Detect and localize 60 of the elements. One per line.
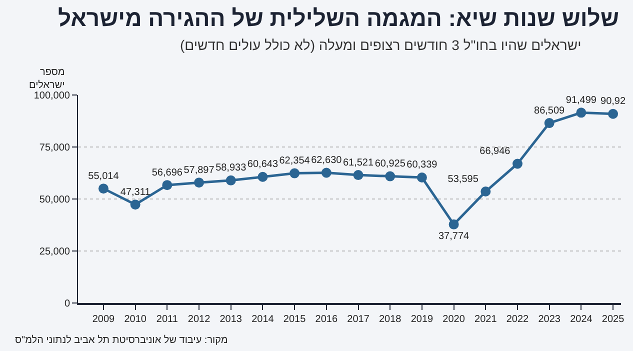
point [258,172,268,182]
x-tick-label: 2023 [538,314,561,325]
x-tick-label: 2010 [124,314,147,325]
text: 66,946 [480,146,510,157]
text: 60,925 [374,158,406,170]
x-tick-label: 2011 [156,314,178,325]
point [576,108,586,118]
chart-subtitle: ישראלים שהיו בחו"ל 3 חודשים רצופים ומעלה (לא כולל עולים חדשים) [180,37,582,53]
text: 37,774 [438,231,470,242]
x-tick-label: 2025 [602,314,625,325]
point [608,108,618,119]
point [290,168,300,178]
x-tick-label: 2009 [92,314,116,325]
x-tick-label: 2024 [570,314,593,325]
x-tick-label: 2017 [347,314,370,325]
x-tick-label: 2018 [378,314,402,325]
text: 57,897 [184,164,214,176]
x-tick-label: 2019 [410,314,434,325]
point [194,178,204,188]
text: 62,354 [279,156,310,167]
x-tick-label: 2012 [188,314,211,325]
text: 58,933 [216,162,246,174]
x-tick-label: 2016 [315,314,338,325]
text: 55,014 [88,170,119,182]
x-tick-label: 2022 [506,314,530,325]
text: 60,339 [406,160,438,171]
y-tick-label: 75,000 [39,142,70,154]
x-tick-label: 2020 [442,314,466,325]
text: 61,521 [342,157,374,168]
x-tick-label: 2015 [283,314,306,325]
point [98,184,108,194]
y-tick-label: 50,000 [39,194,70,206]
text: 90,92 [600,96,626,108]
point [130,200,140,210]
point [416,172,427,182]
y-tick-label: 25,000 [39,246,70,258]
point [544,118,554,128]
y-axis-title: מספר ישראלים [29,67,65,91]
x-tick-label: 2021 [474,314,498,325]
text: 60,643 [247,159,278,170]
point [385,171,396,182]
text: 86,509 [534,105,565,116]
point [448,219,459,230]
x-tick-label: 2013 [220,314,242,325]
text: 91,499 [566,94,596,106]
point [226,175,236,186]
chart-title: שלוש שנות שיא: המגמה השלילית של ההגירה מישראל [58,5,619,31]
text: 62,630 [311,154,342,166]
text: 47,311 [120,186,150,198]
text: 53,595 [448,174,478,185]
text: 56,696 [152,167,182,178]
point [353,170,364,180]
point [162,180,172,190]
x-tick-label: 2014 [252,314,274,325]
y-tick-label: 0 [64,298,70,310]
text: מקור: עיבוד של אוניברסיטת תל אביב לנתוני הלמ"ס [15,334,228,346]
y-tick-label: 100,000 [34,90,70,102]
point [480,186,491,197]
point [321,168,332,178]
point [512,158,522,169]
